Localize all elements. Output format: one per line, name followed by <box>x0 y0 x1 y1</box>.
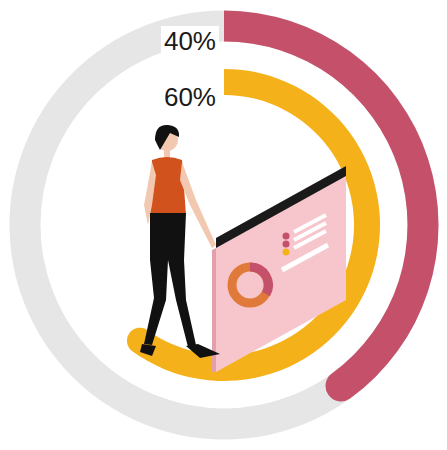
screen-donut <box>232 267 268 303</box>
shoe <box>186 344 220 358</box>
radial-bar <box>127 69 380 381</box>
label-bg <box>161 26 219 56</box>
legs <box>144 213 196 347</box>
illustration <box>140 125 346 372</box>
screen-line <box>282 245 328 270</box>
marks <box>25 11 438 425</box>
labels: 40% 60% <box>161 26 219 112</box>
screen-donut-part <box>250 267 268 294</box>
data-label: 40% <box>164 26 216 56</box>
label-bg <box>161 82 219 112</box>
screen-dot <box>283 241 290 248</box>
chart: 40% 60% <box>0 0 447 450</box>
screen <box>216 166 346 372</box>
data-label: 60% <box>164 82 216 112</box>
screen-dot <box>283 233 290 240</box>
neck <box>164 150 170 158</box>
screen-line <box>294 231 326 248</box>
screen-dot <box>283 249 290 256</box>
arm <box>180 162 216 248</box>
shoe <box>140 344 156 356</box>
screen-top <box>216 166 346 248</box>
top <box>150 157 186 215</box>
hair <box>155 125 179 150</box>
